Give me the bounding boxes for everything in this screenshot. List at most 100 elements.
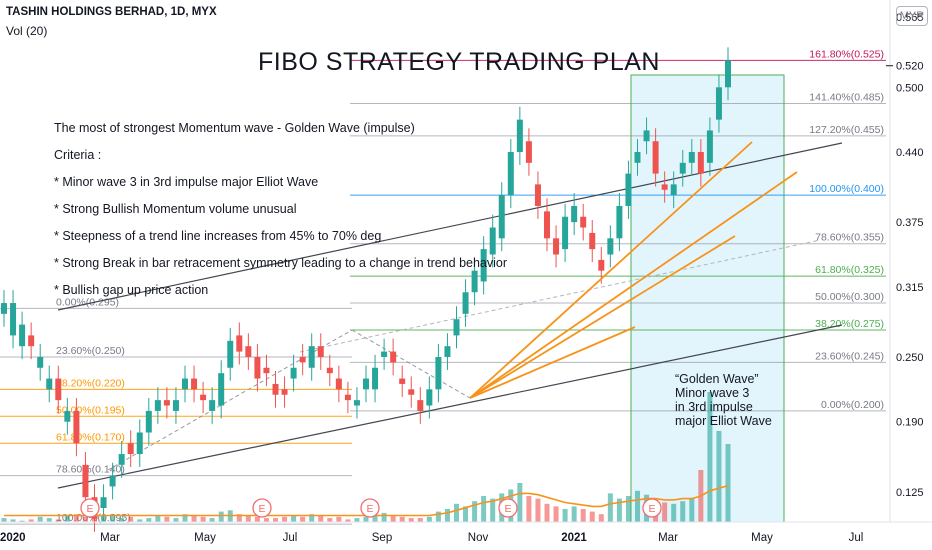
- earnings-marker-label: E: [366, 503, 373, 515]
- candle-body: [471, 270, 478, 293]
- candle-body: [426, 389, 433, 406]
- volume-bar: [128, 516, 134, 522]
- volume-bar: [182, 514, 188, 522]
- note-line: * Bullish gap up price action: [54, 283, 209, 297]
- volume-legend[interactable]: Vol (20): [6, 24, 48, 38]
- candle-body: [715, 87, 722, 120]
- candle-body: [182, 378, 188, 390]
- price-axis-tick-label: 0.315: [896, 282, 924, 294]
- volume-bar: [535, 498, 541, 522]
- candle-body: [10, 303, 17, 336]
- volume-bar: [390, 515, 396, 522]
- candle-body: [652, 141, 659, 174]
- volume-bar: [444, 509, 450, 522]
- candle-body: [697, 152, 704, 174]
- volume-bar: [318, 515, 324, 522]
- volume-bar: [291, 515, 297, 522]
- fib-level-label: 161.80%(0.525): [809, 48, 884, 60]
- symbol-title[interactable]: TASHIN HOLDINGS BERHAD, 1D, MYX: [6, 6, 217, 18]
- volume-bar: [64, 515, 70, 522]
- volume-bar: [707, 392, 713, 522]
- volume-bar: [417, 518, 423, 522]
- volume-bar: [553, 506, 559, 522]
- candle-body: [163, 400, 170, 406]
- price-axis-tick-label: 0.565: [896, 12, 924, 24]
- candle-body: [46, 378, 53, 390]
- volume-bar: [191, 515, 197, 522]
- candle-body: [390, 351, 397, 363]
- candle-body: [127, 443, 134, 455]
- candle-body: [417, 400, 424, 411]
- candle-body: [580, 216, 587, 228]
- channel-lower-trendline: [57, 324, 843, 489]
- candle-body: [489, 227, 496, 255]
- time-axis-tick-label: Sep: [372, 532, 392, 544]
- golden-wave-line: “Golden Wave”: [675, 372, 759, 386]
- volume-bar: [46, 518, 52, 522]
- candle-body: [172, 400, 179, 411]
- candle-body: [363, 378, 369, 390]
- earnings-marker-icon: [252, 498, 272, 518]
- candle-body: [534, 184, 541, 206]
- candle-body: [444, 346, 451, 357]
- fib-level-label: 0.00%(0.295): [56, 296, 119, 308]
- candle-body: [634, 152, 641, 163]
- candle-body: [55, 378, 62, 401]
- price-axis-tick-label: 0.190: [896, 417, 924, 429]
- volume-bar: [544, 503, 550, 522]
- candle-body: [19, 324, 26, 347]
- currency-badge[interactable]: MYR: [896, 6, 928, 26]
- candle-body: [28, 335, 35, 347]
- fan-trendline: [469, 171, 798, 399]
- candle-body: [507, 152, 514, 196]
- fan-trendline: [469, 235, 736, 399]
- earnings-marker-icon: [80, 498, 100, 518]
- earnings-marker-label: E: [504, 503, 511, 515]
- volume-bar: [399, 516, 405, 522]
- price-axis-tick-label: 0.500: [896, 82, 924, 94]
- volume-bar: [472, 501, 478, 522]
- volume-bar: [435, 511, 441, 522]
- volume-bar: [607, 493, 613, 522]
- candle-body: [281, 389, 288, 395]
- fib-level-label: 38.20%(0.220): [56, 377, 125, 389]
- candle-body: [562, 216, 569, 250]
- golden-wave-line: major Elliot Wave: [675, 414, 772, 428]
- candle-body: [643, 130, 650, 142]
- strategy-notes: The most of strongest Momentum wave - Go…: [54, 120, 507, 309]
- time-axis-tick-label: Nov: [468, 532, 489, 544]
- note-line: The most of strongest Momentum wave - Go…: [54, 121, 415, 135]
- note-line: * Strong Break in bar retracement symmet…: [54, 256, 508, 270]
- candle-body: [679, 162, 686, 174]
- price-axis-tick-label: 0.440: [896, 147, 924, 159]
- candle-body: [589, 232, 596, 250]
- candle-body: [408, 389, 415, 395]
- candle-body: [516, 119, 523, 153]
- candle-body: [625, 173, 632, 206]
- volume-bar: [327, 518, 333, 522]
- candle-body: [571, 205, 578, 223]
- volume-bar: [254, 516, 260, 522]
- volume-bar: [273, 518, 278, 522]
- candle-body: [544, 211, 550, 239]
- golden-wave-annotation: “Golden Wave” Minor wave 3 in 3rd impuls…: [675, 372, 772, 428]
- volume-bar: [282, 516, 288, 522]
- volume-bar: [562, 509, 568, 522]
- volume-bar: [454, 503, 459, 522]
- candle-body: [326, 367, 333, 374]
- volume-bar: [336, 516, 342, 522]
- time-axis-tick-label: Mar: [658, 532, 678, 544]
- candle-body: [372, 367, 379, 390]
- candle-body: [218, 373, 225, 406]
- fib-level-label: 0.00%(0.200): [821, 399, 884, 411]
- candle-body: [317, 346, 324, 357]
- volume-bar: [37, 516, 43, 522]
- candle-body: [462, 292, 469, 314]
- volume-bar: [309, 514, 315, 522]
- volume-bar: [571, 506, 577, 522]
- candle-body: [607, 238, 614, 255]
- candle-body: [661, 184, 668, 190]
- volume-bar: [263, 518, 269, 522]
- volume-bar: [110, 514, 116, 522]
